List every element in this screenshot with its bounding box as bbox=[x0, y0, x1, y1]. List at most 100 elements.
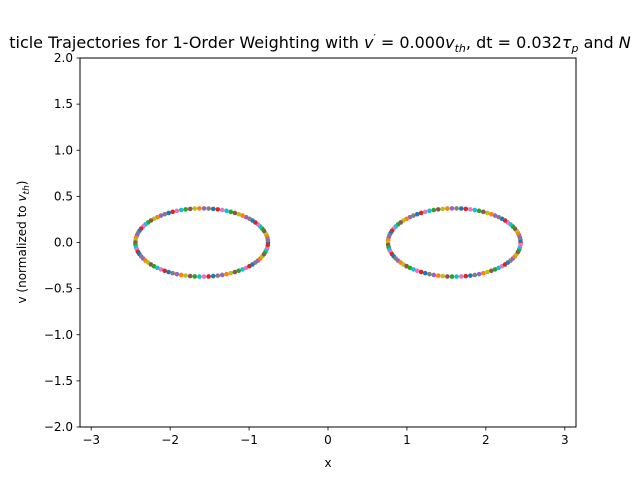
trajectory-point bbox=[210, 273, 216, 279]
trajectory-point bbox=[445, 206, 450, 211]
trajectory-point bbox=[236, 268, 242, 274]
trajectory-point bbox=[228, 209, 234, 215]
trajectory-point bbox=[166, 210, 171, 216]
trajectory-point bbox=[240, 267, 245, 272]
trajectory-point bbox=[183, 207, 188, 212]
trajectory-point bbox=[449, 274, 455, 279]
trajectory-point bbox=[492, 213, 498, 218]
trajectory-point bbox=[458, 274, 464, 279]
trajectory-point bbox=[219, 272, 225, 278]
trajectory-point bbox=[427, 271, 432, 277]
trajectory-point bbox=[411, 267, 416, 272]
trajectory-point bbox=[224, 208, 229, 214]
trajectory-point bbox=[215, 207, 221, 212]
x-tick-label: 2 bbox=[482, 433, 490, 447]
trajectory-point bbox=[232, 269, 238, 275]
chart-title: ticle Trajectories for 1-Order Weighting… bbox=[9, 33, 631, 55]
y-tick-label: −1.5 bbox=[44, 374, 73, 388]
trajectory-point bbox=[454, 206, 459, 211]
trajectory-point bbox=[166, 269, 171, 275]
trajectory-point bbox=[435, 207, 441, 212]
x-tick-label: −1 bbox=[240, 433, 258, 447]
y-tick-label: 0.0 bbox=[54, 236, 73, 250]
trajectory-point bbox=[445, 274, 450, 279]
trajectory-point bbox=[219, 207, 225, 213]
trajectory-point bbox=[411, 213, 416, 218]
x-axis-label: x bbox=[324, 456, 331, 470]
trajectory-point bbox=[440, 206, 446, 212]
trajectory-point bbox=[215, 273, 221, 278]
trajectory-point bbox=[518, 242, 523, 248]
trajectory-point bbox=[170, 270, 175, 276]
trajectory-point bbox=[228, 270, 234, 276]
trajectory-point bbox=[158, 213, 164, 218]
trajectory-point bbox=[472, 207, 478, 213]
trajectory-point bbox=[201, 206, 207, 211]
trajectory-point bbox=[422, 270, 428, 276]
trajectory-point bbox=[414, 268, 420, 274]
trajectory-point bbox=[472, 272, 478, 278]
trajectory-point bbox=[431, 272, 437, 278]
trajectory-point bbox=[158, 267, 164, 272]
trajectory-point bbox=[155, 265, 160, 271]
y-tick-label: −1.0 bbox=[44, 328, 73, 342]
trajectory-point bbox=[476, 271, 482, 277]
y-tick-label: 2.0 bbox=[54, 51, 73, 65]
trajectory-point bbox=[265, 242, 271, 248]
trajectory-point bbox=[463, 273, 469, 279]
y-axis: −2.0 −1.5 −1.0 −0.5 0.0 0.5 1.0 1.5 2.0 bbox=[44, 51, 80, 434]
trajectory-point bbox=[440, 273, 446, 279]
y-tick-label: 0.5 bbox=[54, 189, 73, 203]
trajectory-point bbox=[197, 274, 202, 279]
x-tick-label: 0 bbox=[324, 433, 332, 447]
trajectory-point bbox=[481, 270, 486, 276]
trajectory-point bbox=[178, 272, 184, 278]
trajectory-point bbox=[476, 208, 482, 214]
x-axis: −3 −2 −1 0 1 2 3 bbox=[82, 427, 569, 447]
trajectory-point bbox=[192, 206, 198, 211]
y-tick-label: −0.5 bbox=[44, 282, 73, 296]
trajectory-point bbox=[489, 211, 494, 217]
x-tick-label: −3 bbox=[82, 433, 100, 447]
trajectory-point bbox=[232, 210, 238, 216]
y-tick-label: 1.0 bbox=[54, 143, 73, 157]
trajectory-point bbox=[496, 214, 501, 220]
y-tick-label: −2.0 bbox=[44, 420, 73, 434]
trajectory-point bbox=[210, 206, 216, 212]
trajectory-point bbox=[435, 273, 441, 278]
trajectory-point bbox=[468, 207, 473, 212]
trajectory-point bbox=[162, 211, 167, 217]
trajectory-point bbox=[431, 207, 437, 213]
trajectory-point bbox=[427, 208, 432, 214]
trajectory-point bbox=[243, 214, 249, 220]
trajectory-point bbox=[224, 271, 229, 277]
x-tick-label: 3 bbox=[561, 433, 569, 447]
trajectory-point bbox=[201, 274, 207, 279]
trajectory-point bbox=[468, 273, 473, 278]
trajectory-point bbox=[418, 210, 424, 216]
trajectory-point bbox=[489, 268, 494, 274]
trajectory-point bbox=[485, 210, 490, 216]
trajectory-point bbox=[485, 269, 490, 275]
y-axis-label: v (normalized to vth) bbox=[15, 181, 32, 304]
trajectory-point bbox=[407, 265, 413, 271]
trajectory-point bbox=[187, 273, 193, 279]
trajectory-point bbox=[174, 208, 180, 214]
trajectory-point bbox=[162, 268, 167, 274]
y-tick-label: 1.5 bbox=[54, 97, 73, 111]
trajectory-point bbox=[418, 269, 424, 275]
trajectory-point bbox=[192, 274, 198, 279]
trajectory-point bbox=[206, 274, 211, 279]
trajectory-point bbox=[481, 209, 486, 215]
trajectory-point bbox=[236, 211, 242, 217]
x-tick-label: −2 bbox=[161, 433, 179, 447]
trajectory-point bbox=[414, 211, 420, 217]
trajectory-point bbox=[187, 206, 193, 212]
trajectory-point bbox=[183, 273, 188, 278]
x-tick-label: 1 bbox=[403, 433, 411, 447]
trajectory-points bbox=[133, 206, 523, 279]
trajectory-point bbox=[240, 213, 245, 218]
trajectory-point bbox=[197, 206, 202, 211]
trajectory-point bbox=[449, 206, 455, 211]
